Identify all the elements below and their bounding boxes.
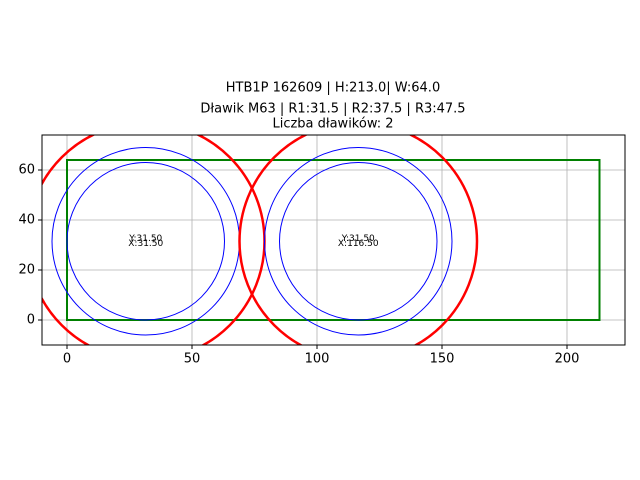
x-tick-label: 50 xyxy=(184,352,201,367)
y-tick-label: 0 xyxy=(27,313,35,328)
center-label: X:31.50 xyxy=(128,239,163,249)
x-tick-label: 0 xyxy=(63,352,71,367)
gland-circle xyxy=(238,135,479,345)
axes-frame xyxy=(41,134,626,346)
gland-circle xyxy=(264,147,453,336)
ticks: 0 50 100 150 200 0 20 40 60 xyxy=(18,163,579,367)
chart-title: Liczba dławików: 2 xyxy=(272,117,393,132)
y-tick-label: 40 xyxy=(18,213,35,228)
chart-title: HTB1P 162609 | H:213.0| W:64.0 xyxy=(226,81,440,96)
gland-circle xyxy=(279,162,438,321)
center-label: X:116.50 xyxy=(338,239,379,249)
x-tick-label: 150 xyxy=(430,352,455,367)
center-label: Y:31.50 xyxy=(128,234,162,244)
y-tick-label: 60 xyxy=(18,163,35,178)
x-tick-label: 200 xyxy=(555,352,580,367)
center-label: Y:31.50 xyxy=(341,234,375,244)
gland-circle xyxy=(66,162,225,321)
chart-title: Dławik M63 | R1:31.5 | R2:37.5 | R3:47.5 xyxy=(200,102,465,117)
y-tick-label: 20 xyxy=(18,263,35,278)
plot-area: Y:31.50X:31.50 Y:31.50X:116.50 xyxy=(42,135,601,345)
x-tick-label: 100 xyxy=(305,352,330,367)
